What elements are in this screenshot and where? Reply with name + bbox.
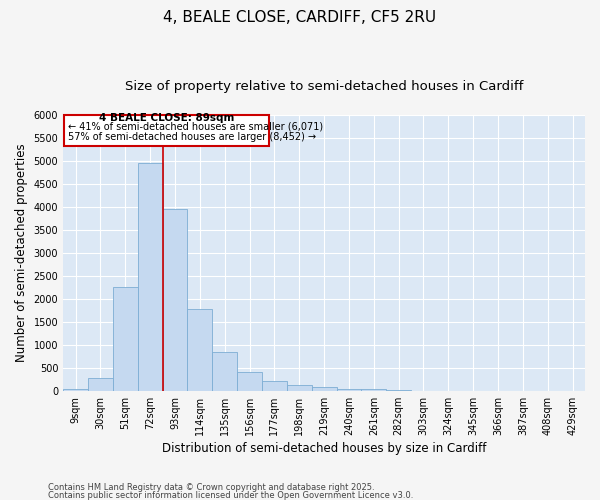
Bar — [113, 288, 138, 391]
Bar — [311, 387, 337, 391]
Bar — [237, 372, 262, 391]
Text: 4, BEALE CLOSE, CARDIFF, CF5 2RU: 4, BEALE CLOSE, CARDIFF, CF5 2RU — [163, 10, 437, 25]
Bar — [187, 309, 212, 391]
Bar — [63, 390, 88, 391]
Bar — [262, 381, 287, 391]
X-axis label: Distribution of semi-detached houses by size in Cardiff: Distribution of semi-detached houses by … — [162, 442, 486, 455]
Bar — [88, 378, 113, 391]
Title: Size of property relative to semi-detached houses in Cardiff: Size of property relative to semi-detach… — [125, 80, 523, 93]
Bar — [361, 390, 386, 391]
Y-axis label: Number of semi-detached properties: Number of semi-detached properties — [15, 144, 28, 362]
Text: 57% of semi-detached houses are larger (8,452) →: 57% of semi-detached houses are larger (… — [68, 132, 316, 141]
Bar — [287, 386, 311, 391]
Bar — [138, 164, 163, 391]
Bar — [337, 388, 361, 391]
Text: ← 41% of semi-detached houses are smaller (6,071): ← 41% of semi-detached houses are smalle… — [68, 122, 323, 132]
Bar — [64, 115, 269, 146]
Text: Contains HM Land Registry data © Crown copyright and database right 2025.: Contains HM Land Registry data © Crown c… — [48, 484, 374, 492]
Bar — [163, 209, 187, 391]
Text: 4 BEALE CLOSE: 89sqm: 4 BEALE CLOSE: 89sqm — [99, 113, 235, 123]
Bar — [212, 352, 237, 391]
Text: Contains public sector information licensed under the Open Government Licence v3: Contains public sector information licen… — [48, 490, 413, 500]
